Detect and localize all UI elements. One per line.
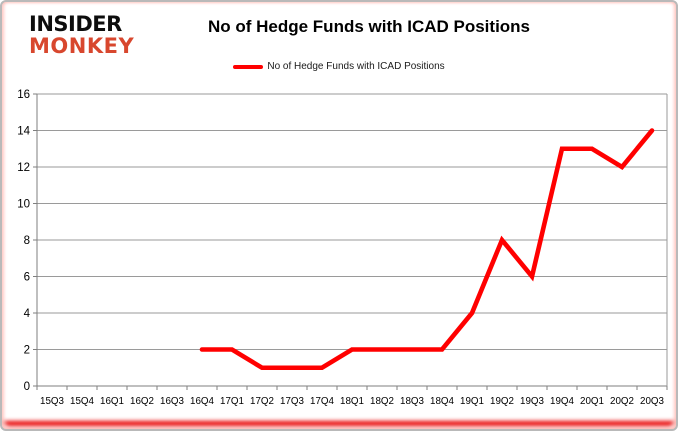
x-axis-label: 18Q4 [430,396,455,407]
x-axis-label: 17Q3 [280,396,305,407]
x-axis-label: 15Q3 [40,396,65,407]
y-axis-label: 2 [24,345,30,357]
x-axis-label: 17Q2 [250,396,274,407]
x-axis-label: 18Q1 [340,396,364,407]
x-axis-label: 19Q3 [520,396,545,407]
y-axis-label: 12 [17,162,30,174]
y-axis-label: 16 [17,89,30,101]
x-axis-label: 20Q3 [640,396,665,407]
x-axis-label: 17Q1 [220,396,244,407]
y-axis-label: 14 [17,126,30,138]
y-axis-label: 10 [17,199,30,211]
x-axis-label: 16Q1 [100,396,124,407]
logo-text-monkey: MONKEY [29,34,135,58]
x-axis-label: 17Q4 [310,396,335,407]
x-axis-label: 16Q2 [130,396,154,407]
x-axis-label: 19Q2 [490,396,514,407]
y-axis-label: 4 [24,308,31,320]
legend-label: No of Hedge Funds with ICAD Positions [267,61,445,72]
insider-monkey-logo: INSIDER MONKEY [29,13,134,57]
x-axis-label: 20Q1 [580,396,604,407]
x-axis-label: 19Q4 [550,396,575,407]
x-axis-label: 16Q3 [160,396,185,407]
x-axis-label: 18Q3 [400,396,425,407]
y-axis-label: 6 [24,272,30,284]
data-line [199,128,655,371]
bottom-red-accent-bar [4,421,674,426]
chart-legend: No of Hedge Funds with ICAD Positions [2,61,676,72]
x-axis-label: 15Q4 [70,396,95,407]
x-axis-label: 18Q2 [370,396,394,407]
x-axis-label: 19Q1 [460,396,484,407]
x-axis-label: 20Q2 [610,396,634,407]
y-axis-label: 8 [24,235,30,247]
y-axis-label: 0 [24,381,30,393]
chart-title: No of Hedge Funds with ICAD Positions [207,17,531,36]
chart-header: INSIDER MONKEY No of Hedge Funds with IC… [2,2,676,86]
logo-text-insider: INSIDER [29,12,122,36]
x-axis-label: 16Q4 [190,396,215,407]
legend-line-marker-icon [233,64,264,69]
